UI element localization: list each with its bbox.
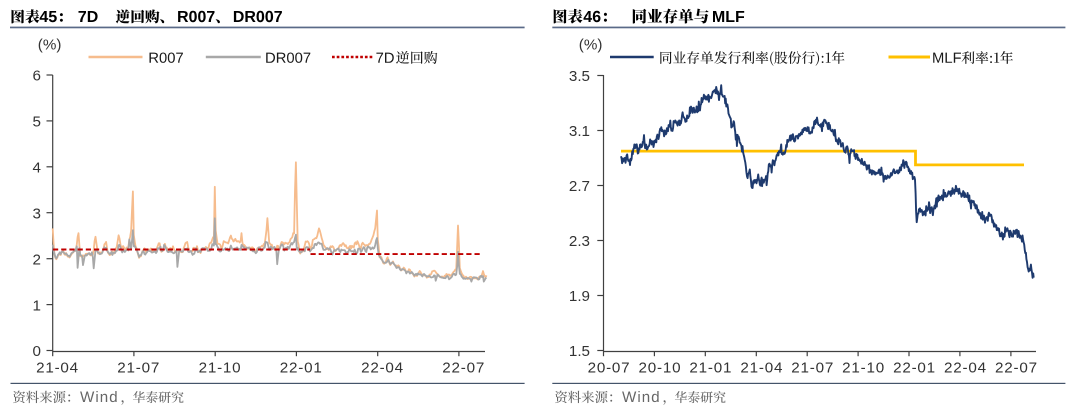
svg-text:21-10: 21-10 (199, 360, 242, 377)
svg-text:3.5: 3.5 (569, 68, 590, 85)
svg-text:3: 3 (33, 205, 41, 222)
svg-text:21-07: 21-07 (791, 360, 834, 377)
svg-text:21-01: 21-01 (689, 360, 732, 377)
svg-text:3.1: 3.1 (569, 123, 590, 140)
svg-text:2: 2 (33, 251, 41, 268)
svg-text:2.3: 2.3 (569, 233, 590, 250)
svg-text:21-07: 21-07 (117, 360, 160, 377)
svg-text:22-07: 22-07 (442, 360, 485, 377)
svg-text:(%): (%) (579, 37, 603, 54)
svg-text:22-01: 22-01 (280, 360, 323, 377)
svg-text:4: 4 (33, 160, 41, 177)
svg-text:0: 0 (33, 343, 41, 360)
svg-text:21-04: 21-04 (740, 360, 783, 377)
svg-text:1.5: 1.5 (569, 343, 590, 360)
svg-text:(%): (%) (38, 37, 62, 54)
svg-text:22-01: 22-01 (893, 360, 936, 377)
svg-text:2.7: 2.7 (569, 178, 590, 195)
svg-text:22-04: 22-04 (361, 360, 404, 377)
svg-text:20-07: 20-07 (588, 360, 631, 377)
svg-text:1: 1 (33, 297, 41, 314)
svg-text:21-10: 21-10 (842, 360, 885, 377)
svg-text:1.9: 1.9 (569, 288, 590, 305)
svg-text:22-04: 22-04 (944, 360, 987, 377)
svg-text:20-10: 20-10 (638, 360, 681, 377)
svg-text:21-04: 21-04 (36, 360, 79, 377)
svg-text:6: 6 (33, 68, 41, 85)
svg-text:22-07: 22-07 (995, 360, 1038, 377)
svg-text:5: 5 (33, 114, 41, 131)
